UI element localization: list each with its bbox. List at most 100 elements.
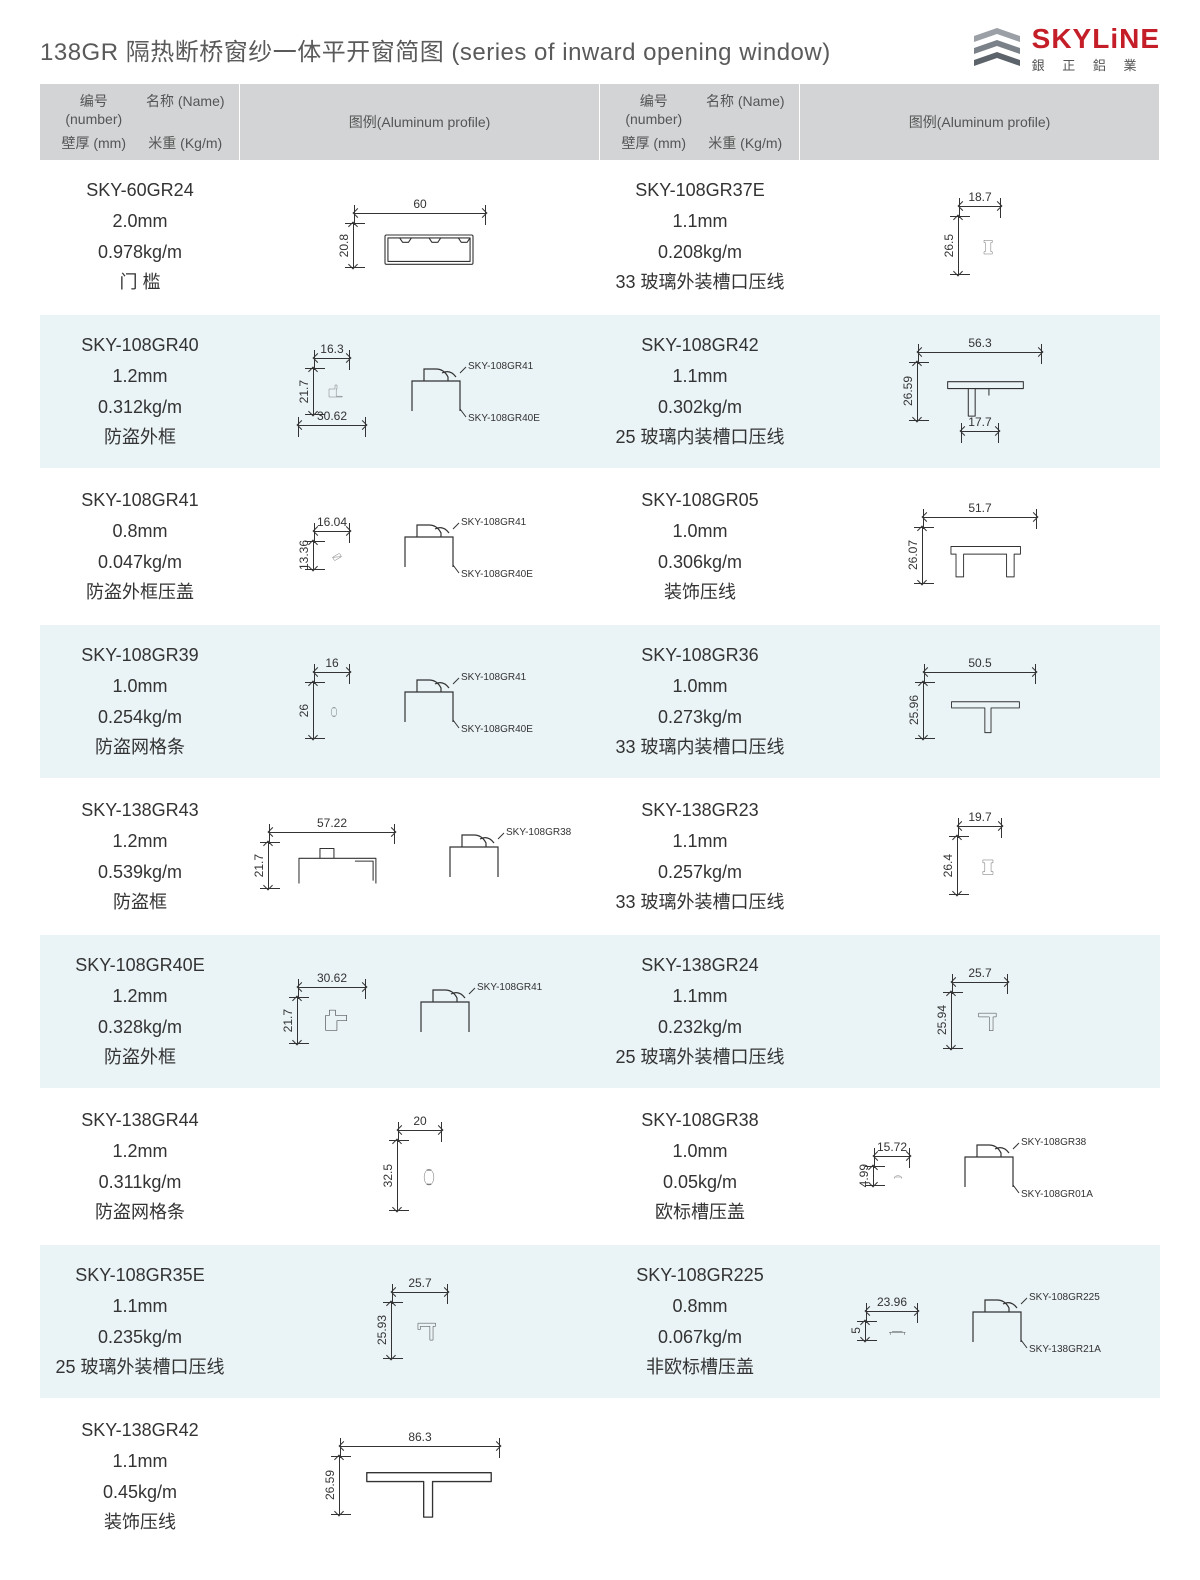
- profile-diagram: 57.22 21.7 SKY-108GR38: [260, 817, 580, 897]
- part-thickness: 0.8mm: [112, 516, 167, 547]
- page-header: 138GR 隔热断桥窗纱一体平开窗简图 (series of inward op…: [40, 25, 1160, 74]
- column-header: 编号 (number)名称 (Name) 壁厚 (mm)米重 (Kg/m) 图例…: [600, 84, 1160, 160]
- part-name: 25 玻璃内装槽口压线: [615, 422, 784, 453]
- catalog-row: SKY-138GR42 1.1mm 0.45kg/m 装饰压线 86.3 26.…: [40, 1400, 600, 1555]
- part-name: 防盗外框: [104, 422, 176, 453]
- part-name: 防盗网格条: [95, 1197, 185, 1228]
- svg-text:SKY-108GR225: SKY-108GR225: [1029, 1292, 1100, 1303]
- part-name: 防盗框: [113, 887, 167, 918]
- part-thickness: 1.2mm: [112, 981, 167, 1012]
- part-weight: 0.539kg/m: [98, 857, 182, 888]
- part-thickness: 1.1mm: [672, 361, 727, 392]
- part-number: SKY-138GR43: [81, 795, 198, 826]
- part-weight: 0.067kg/m: [658, 1322, 742, 1353]
- profile-cell: 25.7 25.93: [240, 1245, 600, 1398]
- profile-cell: 25.7 25.94: [800, 935, 1160, 1088]
- profile-cell: 16.3 21.7 30.62 SKY-108GR41SKY-108GR40E: [240, 315, 600, 468]
- part-number: SKY-108GR05: [641, 485, 758, 516]
- catalog-row: SKY-108GR42 1.1mm 0.302kg/m 25 玻璃内装槽口压线 …: [600, 315, 1160, 470]
- part-name: 欧标槽压盖: [655, 1197, 745, 1228]
- catalog-row: SKY-108GR05 1.0mm 0.306kg/m 装饰压线 51.7 26…: [600, 470, 1160, 625]
- part-weight: 0.235kg/m: [98, 1322, 182, 1353]
- spec-cell: SKY-108GR35E 1.1mm 0.235kg/m 25 玻璃外装槽口压线: [40, 1245, 240, 1398]
- part-number: SKY-138GR24: [641, 950, 758, 981]
- profile-cell: 20 32.5: [240, 1090, 600, 1243]
- catalog-row: SKY-108GR38 1.0mm 0.05kg/m 欧标槽压盖 15.72 4…: [600, 1090, 1160, 1245]
- svg-text:SKY-108GR41: SKY-108GR41: [461, 517, 527, 528]
- spec-cell: SKY-108GR37E 1.1mm 0.208kg/m 33 玻璃外装槽口压线: [600, 160, 800, 313]
- part-number: SKY-108GR36: [641, 640, 758, 671]
- part-name: 门 槛: [119, 267, 160, 298]
- spec-cell: SKY-108GR38 1.0mm 0.05kg/m 欧标槽压盖: [600, 1090, 800, 1243]
- part-name: 33 玻璃外装槽口压线: [615, 887, 784, 918]
- spec-cell: SKY-138GR44 1.2mm 0.311kg/m 防盗网格条: [40, 1090, 240, 1243]
- logo-mark-icon: [970, 26, 1024, 74]
- part-thickness: 1.1mm: [672, 206, 727, 237]
- brand-sub: 銀 正 鋁 業: [1032, 55, 1144, 74]
- catalog-row: SKY-108GR41 0.8mm 0.047kg/m 防盗外框压盖 16.04…: [40, 470, 600, 625]
- part-weight: 0.306kg/m: [658, 547, 742, 578]
- catalog-row: SKY-108GR35E 1.1mm 0.235kg/m 25 玻璃外装槽口压线…: [40, 1245, 600, 1400]
- profile-diagram: 25.7 25.93: [383, 1284, 458, 1359]
- profile-diagram: 86.3 26.59: [331, 1438, 509, 1514]
- spec-cell: SKY-138GR43 1.2mm 0.539kg/m 防盗框: [40, 780, 240, 933]
- part-weight: 0.302kg/m: [658, 392, 742, 423]
- profile-cell: 30.62 21.7 SKY-108GR41: [240, 935, 600, 1088]
- catalog-columns: 编号 (number)名称 (Name) 壁厚 (mm)米重 (Kg/m) 图例…: [40, 84, 1160, 1555]
- part-thickness: 1.2mm: [112, 1136, 167, 1167]
- part-number: SKY-108GR40E: [75, 950, 204, 981]
- part-number: SKY-108GR37E: [635, 175, 764, 206]
- hdr-weight: 米重 (Kg/m): [700, 130, 792, 156]
- part-thickness: 1.0mm: [112, 671, 167, 702]
- profile-cell: 86.3 26.59: [240, 1400, 600, 1553]
- profile-diagram: 15.72 4.99 SKY-108GR38SKY-108GR01A: [865, 1127, 1095, 1207]
- svg-text:SKY-108GR41: SKY-108GR41: [468, 361, 534, 372]
- part-name: 33 玻璃外装槽口压线: [615, 267, 784, 298]
- profile-cell: 18.7 26.5: [800, 160, 1160, 313]
- part-number: SKY-108GR42: [641, 330, 758, 361]
- part-number: SKY-108GR41: [81, 485, 198, 516]
- part-name: 25 玻璃外装槽口压线: [615, 1042, 784, 1073]
- profile-diagram: 50.5 25.96: [915, 664, 1044, 739]
- svg-text:SKY-108GR41: SKY-108GR41: [461, 672, 527, 683]
- profile-diagram: 51.7 26.07: [914, 509, 1046, 584]
- page-title: 138GR 隔热断桥窗纱一体平开窗简图 (series of inward op…: [40, 32, 831, 67]
- profile-cell: 19.7 26.4: [800, 780, 1160, 933]
- catalog-row: SKY-138GR24 1.1mm 0.232kg/m 25 玻璃外装槽口压线 …: [600, 935, 1160, 1090]
- spec-cell: SKY-108GR05 1.0mm 0.306kg/m 装饰压线: [600, 470, 800, 623]
- svg-text:SKY-108GR40E: SKY-108GR40E: [468, 413, 540, 424]
- catalog-row: SKY-108GR39 1.0mm 0.254kg/m 防盗网格条 16 26 …: [40, 625, 600, 780]
- svg-text:SKY-108GR40E: SKY-108GR40E: [461, 724, 533, 735]
- catalog-row: SKY-138GR23 1.1mm 0.257kg/m 33 玻璃外装槽口压线 …: [600, 780, 1160, 935]
- profile-diagram: 60 20.8: [345, 205, 495, 269]
- part-weight: 0.978kg/m: [98, 237, 182, 268]
- part-number: SKY-108GR40: [81, 330, 198, 361]
- profile-cell: 57.22 21.7 SKY-108GR38: [240, 780, 600, 933]
- hdr-thickness: 壁厚 (mm): [48, 130, 140, 156]
- part-weight: 0.273kg/m: [658, 702, 742, 733]
- part-number: SKY-108GR35E: [75, 1260, 204, 1291]
- profile-diagram: 30.62 21.7 SKY-108GR41: [289, 972, 550, 1052]
- part-weight: 0.047kg/m: [98, 547, 182, 578]
- spec-cell: SKY-108GR225 0.8mm 0.067kg/m 非欧标槽压盖: [600, 1245, 800, 1398]
- part-thickness: 1.0mm: [672, 671, 727, 702]
- svg-text:SKY-108GR40E: SKY-108GR40E: [461, 569, 533, 580]
- profile-diagram: 16 26 SKY-108GR41SKY-108GR40E: [305, 662, 535, 742]
- spec-cell: SKY-108GR39 1.0mm 0.254kg/m 防盗网格条: [40, 625, 240, 778]
- profile-cell: 16.04 13.36 SKY-108GR41SKY-108GR40E: [240, 470, 600, 623]
- part-thickness: 1.2mm: [112, 361, 167, 392]
- hdr-name: 名称 (Name): [700, 88, 792, 130]
- spec-cell: SKY-108GR42 1.1mm 0.302kg/m 25 玻璃内装槽口压线: [600, 315, 800, 468]
- part-weight: 0.45kg/m: [103, 1477, 177, 1508]
- profile-diagram: 16.3 21.7 30.62 SKY-108GR41SKY-108GR40E: [298, 350, 541, 434]
- part-name: 防盗外框: [104, 1042, 176, 1073]
- part-weight: 0.208kg/m: [658, 237, 742, 268]
- hdr-thickness: 壁厚 (mm): [608, 130, 700, 156]
- part-name: 防盗外框压盖: [86, 577, 194, 608]
- part-number: SKY-60GR24: [86, 175, 193, 206]
- part-thickness: 1.0mm: [672, 1136, 727, 1167]
- part-number: SKY-108GR39: [81, 640, 198, 671]
- part-name: 25 玻璃外装槽口压线: [55, 1352, 224, 1383]
- svg-text:SKY-108GR41: SKY-108GR41: [477, 982, 543, 993]
- svg-text:SKY-108GR01A: SKY-108GR01A: [1021, 1189, 1093, 1200]
